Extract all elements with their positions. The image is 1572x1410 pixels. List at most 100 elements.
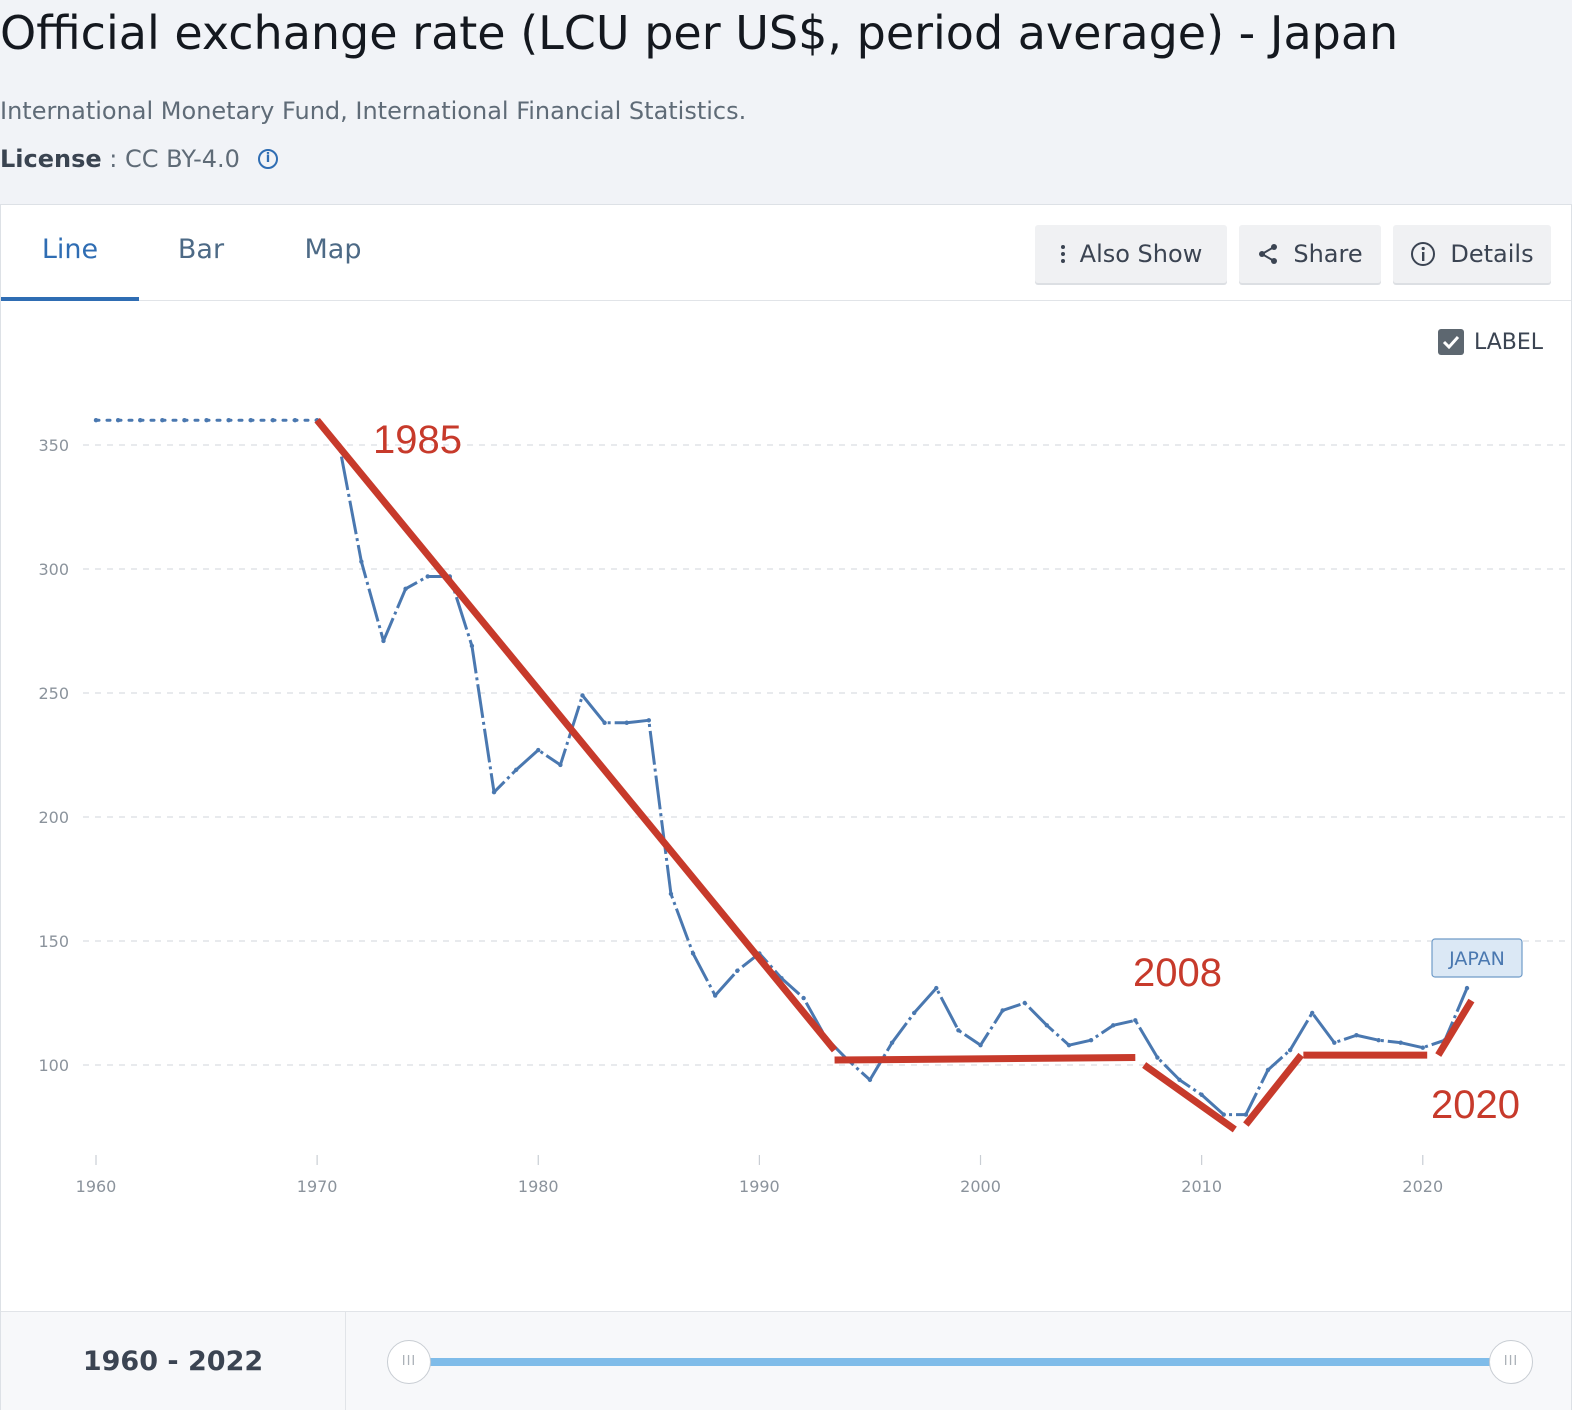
details-button[interactable]: Details xyxy=(1393,225,1551,283)
range-label: 1960 - 2022 xyxy=(1,1312,346,1410)
chart-card: Line Bar Map Also Show Share Details 100… xyxy=(0,204,1572,1410)
data-point xyxy=(1354,1033,1359,1038)
data-point xyxy=(1243,1112,1249,1117)
license-row: License : CC BY-4.0 i xyxy=(0,145,278,173)
series-line xyxy=(316,419,1469,1117)
data-point xyxy=(1110,1023,1116,1028)
data-point xyxy=(1464,985,1470,991)
data-point xyxy=(1332,1040,1337,1045)
x-tick-label: 2000 xyxy=(960,1177,1001,1196)
data-point xyxy=(1265,1067,1271,1073)
x-tick-label: 2020 xyxy=(1402,1177,1443,1196)
annotation-label-2008: 2008 xyxy=(1133,951,1222,995)
data-point xyxy=(867,1077,873,1083)
trend-line-3 xyxy=(1142,1062,1237,1133)
data-point xyxy=(138,418,143,423)
range-end: 2022 xyxy=(188,1346,264,1377)
data-point xyxy=(1044,1023,1050,1028)
data-point xyxy=(712,993,718,998)
data-point xyxy=(359,559,364,564)
share-icon xyxy=(1257,242,1279,266)
range-footer: 1960 - 2022 III III xyxy=(1,1311,1571,1410)
data-point xyxy=(469,643,475,649)
data-point xyxy=(690,951,696,956)
data-point xyxy=(911,1010,917,1016)
data-point xyxy=(270,418,276,423)
range-start: 1960 xyxy=(82,1346,158,1377)
x-tick-label: 1970 xyxy=(297,1177,338,1196)
data-point xyxy=(801,995,806,1001)
data-point xyxy=(1287,1047,1293,1053)
label-toggle-text: LABEL xyxy=(1473,329,1543,355)
line-chart: 100 150 200 250 300 350 1960 1970 1980 1990 2000 20… xyxy=(38,417,1569,1196)
data-point xyxy=(646,718,652,723)
data-point xyxy=(1022,1000,1027,1006)
data-point xyxy=(1376,1038,1381,1043)
annotation-label-2020: 2020 xyxy=(1431,1083,1520,1127)
data-point xyxy=(1221,1112,1226,1117)
label-toggle[interactable]: LABEL xyxy=(1437,329,1543,355)
y-tick-label: 150 xyxy=(38,932,69,951)
y-tick-label: 100 xyxy=(38,1056,69,1075)
data-point xyxy=(602,720,607,725)
data-point xyxy=(1133,1018,1138,1023)
source-text: International Monetary Fund, Internation… xyxy=(0,97,747,125)
y-tick-label: 300 xyxy=(38,560,69,579)
details-label: Details xyxy=(1450,240,1534,268)
share-button[interactable]: Share xyxy=(1239,225,1381,283)
share-label: Share xyxy=(1293,240,1363,268)
data-point xyxy=(1000,1008,1005,1013)
x-tick-label: 1990 xyxy=(739,1177,780,1196)
x-tick-label: 1980 xyxy=(518,1177,559,1196)
range-handle-end[interactable]: III xyxy=(1489,1340,1533,1384)
data-point xyxy=(513,767,519,773)
y-tick-label: 350 xyxy=(38,436,69,455)
x-tick-label: 1960 xyxy=(76,1177,117,1196)
series-label: JAPAN xyxy=(1448,948,1505,970)
trend-line-6 xyxy=(1435,998,1475,1057)
tab-bar-chart[interactable]: Bar xyxy=(177,234,225,265)
data-point xyxy=(226,418,231,423)
data-point xyxy=(1420,1045,1425,1050)
x-tick-label: 2010 xyxy=(1181,1177,1222,1196)
series-label-box xyxy=(1431,938,1523,978)
data-point xyxy=(1088,1038,1094,1043)
data-point xyxy=(536,747,541,753)
page-title: Official exchange rate (LCU per US$, per… xyxy=(0,6,1399,60)
data-point xyxy=(292,418,298,423)
data-point xyxy=(381,638,386,644)
data-point xyxy=(978,1042,983,1048)
tab-line[interactable]: Line xyxy=(1,205,139,301)
more-vertical-icon xyxy=(1060,244,1066,264)
data-point xyxy=(1398,1040,1403,1045)
trend-line-1 xyxy=(314,417,838,1053)
range-separator: - xyxy=(157,1346,188,1377)
data-point xyxy=(956,1028,961,1033)
info-circle-icon xyxy=(1410,241,1436,267)
data-point xyxy=(558,762,563,768)
data-point xyxy=(1310,1010,1315,1016)
tab-map[interactable]: Map xyxy=(304,234,362,265)
data-point xyxy=(934,985,939,991)
data-point xyxy=(182,418,187,423)
data-point xyxy=(115,418,121,423)
range-handle-start[interactable]: III xyxy=(387,1340,431,1384)
data-point xyxy=(624,720,629,725)
data-point xyxy=(248,418,253,423)
tab-bar: Line Bar Map Also Show Share Details xyxy=(1,205,1571,301)
data-point xyxy=(160,418,165,423)
y-tick-label: 200 xyxy=(38,808,69,827)
data-point xyxy=(425,574,430,579)
data-point xyxy=(491,790,497,795)
also-show-label: Also Show xyxy=(1079,240,1203,268)
data-point xyxy=(1177,1077,1182,1083)
range-slider-track[interactable] xyxy=(411,1358,1511,1366)
also-show-button[interactable]: Also Show xyxy=(1035,225,1227,283)
data-point xyxy=(1066,1042,1072,1048)
info-icon[interactable]: i xyxy=(257,149,278,169)
license-label: License xyxy=(0,145,102,173)
data-point xyxy=(93,418,99,423)
license-value: CC BY-4.0 xyxy=(125,145,240,173)
data-point xyxy=(668,891,674,897)
data-point xyxy=(889,1040,895,1045)
